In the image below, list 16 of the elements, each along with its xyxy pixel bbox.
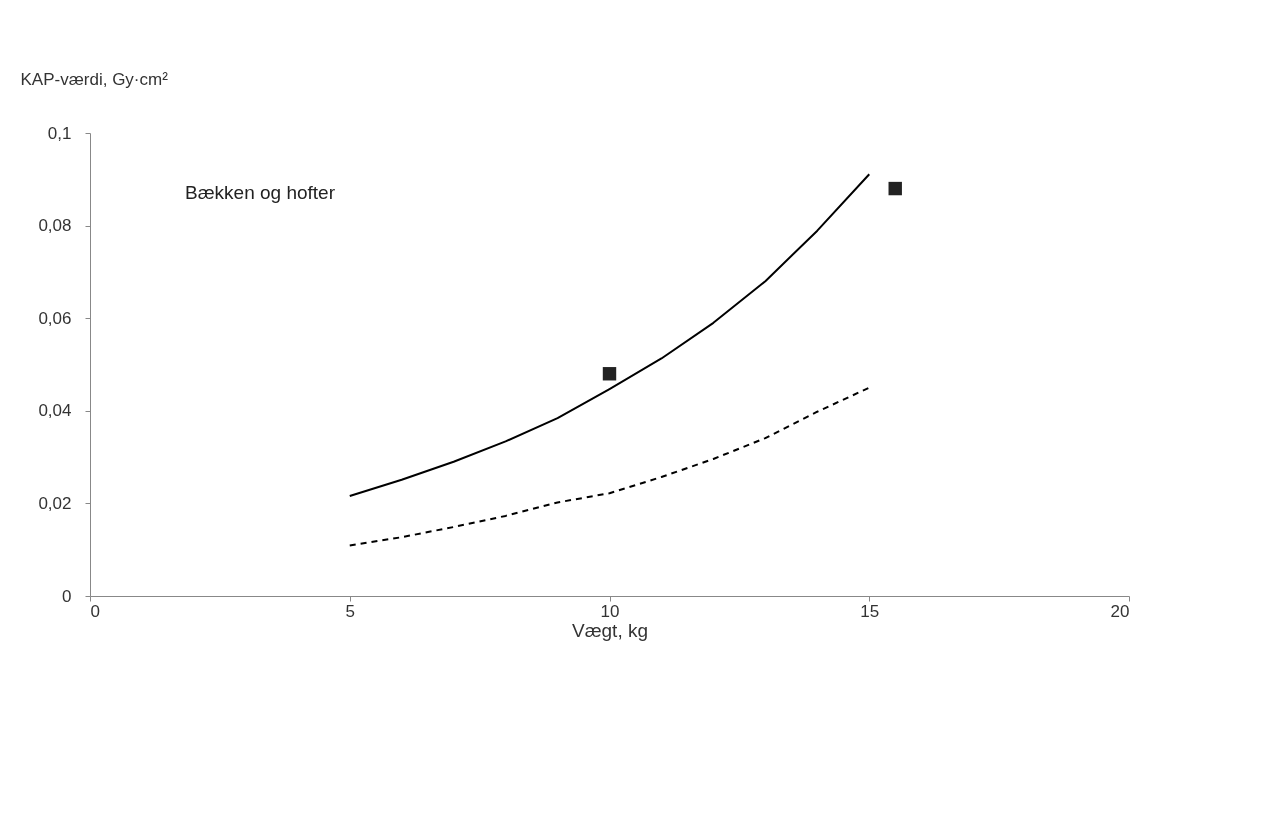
x-tick-label: 0 [90,601,100,621]
y-tick-label: 0 [62,586,72,606]
line-series [348,386,871,547]
y-tick-label: 0,06 [38,308,72,328]
x-tick-label: 20 [1110,601,1130,621]
y-tick-label: 0,04 [38,401,72,421]
y-tick-label: 0,02 [38,493,72,513]
x-tick-label: 15 [860,601,880,621]
x-axis-title: Vægt, kg [571,619,649,641]
y-axis-title: KAP-værdi, Gy·cm² [20,69,169,89]
line-series [348,173,871,497]
y-tick-label: 0,1 [47,123,72,143]
x-tick-label: 5 [345,601,355,621]
y-tick-label: 0,08 [38,216,72,236]
x-tick-label: 10 [600,601,620,621]
annotation: Bækken og hofter [185,182,336,203]
